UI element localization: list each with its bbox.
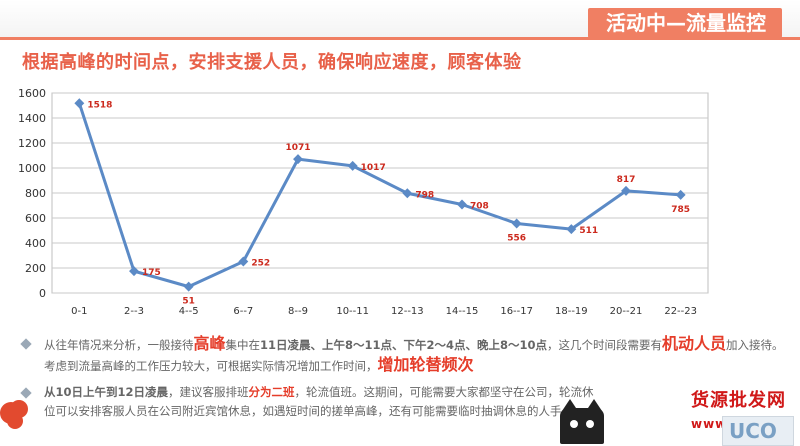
note1-mobile-staff: 机动人员 [662,334,727,353]
x-tick-label: 0-1 [71,306,87,317]
note-shift-plan: 从10日上午到12日凌晨，建议客服排班分为二班，轮流值班。这期间，可能需要大家都… [18,383,788,421]
y-tick-label: 1000 [18,162,46,175]
note1-times: 11日凌晨、上午8～11点、下午2～4点、晚上8～10点 [260,338,548,352]
y-tick-label: 800 [25,187,46,200]
data-point [675,189,686,200]
data-point [347,160,358,171]
data-label: 556 [507,234,526,244]
note2-part2: ，建议客服排班 [168,385,249,399]
x-tick-label: 12--13 [391,306,424,317]
data-label: 175 [142,268,161,278]
data-label: 708 [470,202,489,212]
y-tick-label: 400 [25,237,46,250]
data-label: 798 [415,190,434,200]
x-tick-label: 4--5 [179,306,199,317]
traffic-line-chart: 0 200 400 600 800 1000 1200 1400 1600 0-1 2--3 4--5… [18,87,709,317]
y-tick-label: 1200 [18,137,46,150]
uco-logo: UCO [722,416,794,446]
note1-rotation: 增加轮替频次 [377,355,474,374]
diamond-bullet-icon [20,338,32,350]
y-tick-label: 600 [25,212,46,225]
cat-eye-left [570,420,578,428]
data-point [129,266,139,277]
note1-part1: 从往年情况来分析，一般接待 [44,338,194,352]
y-tick-label: 200 [25,262,46,275]
watermark-text: 货源批发网 [691,390,786,411]
cat-logo-icon [560,399,604,444]
data-point [293,154,303,165]
notes-section: 从往年情况来分析，一般接待高峰集中在11日凌晨、上午8～11点、下午2～4点、晚… [18,334,788,428]
note2-part5: 位可以安排客服人员在公司附近宾馆休息，如遇短时间的搓单高峰，还有可能需要临时抽调… [44,404,562,418]
data-label: 511 [579,226,598,236]
note1-part5: ，这几个时间段需要有 [547,338,663,352]
data-point [183,281,194,292]
note-peak-hours: 从往年情况来分析，一般接待高峰集中在11日凌晨、上午8～11点、下午2～4点、晚… [18,334,788,376]
data-label: 51 [182,297,195,307]
x-tick-label: 18--19 [555,306,588,317]
note2-part4: ，轮流值班。这期间，可能需要大家都坚守在公司，轮流休 [294,385,594,399]
y-tick-label: 1600 [18,87,46,100]
note2-two-shifts: 分为二班 [248,385,295,399]
series-line [77,102,681,289]
data-label: 1017 [361,163,386,173]
data-label: 1071 [285,143,310,153]
x-tick-label: 22--23 [664,306,697,317]
data-point [621,185,631,196]
banner-rule [0,37,800,40]
x-tick-label: 2--3 [124,306,144,317]
data-label: 252 [251,259,270,269]
note1-peak: 高峰 [193,334,226,353]
note1-part3: 集中在 [225,338,261,352]
banner-title: 活动中—流量监控 [588,8,782,38]
data-point [238,256,249,267]
data-label: 1518 [87,100,112,110]
uco-logo-text: UCO [729,419,777,443]
x-tick-label: 14--15 [446,306,479,317]
data-point [566,224,577,235]
data-label: 817 [617,175,636,185]
diamond-bullet-icon [20,387,32,399]
x-tick-label: 10--11 [336,306,369,317]
page-headline: 根据高峰的时间点，安排支援人员，确保响应速度，顾客体验 [22,52,522,73]
note1-part7: 加入接待。考虑到流量高峰的工作压力较大，可根据实际情况增加工作时间， [44,338,784,373]
cat-eye-right [586,420,594,428]
flower-icon [0,402,22,424]
y-tick-label: 1400 [18,112,46,125]
x-tick-label: 8--9 [288,306,308,317]
data-label: 785 [671,205,690,215]
x-tick-label: 20--21 [610,306,643,317]
data-point [402,188,413,199]
x-tick-label: 16--17 [500,306,533,317]
data-point [457,199,467,210]
data-point [511,218,522,229]
data-point [74,98,85,109]
x-tick-label: 6--7 [233,306,253,317]
y-tick-label: 0 [39,287,46,300]
note2-dates: 从10日上午到12日凌晨 [44,385,169,399]
